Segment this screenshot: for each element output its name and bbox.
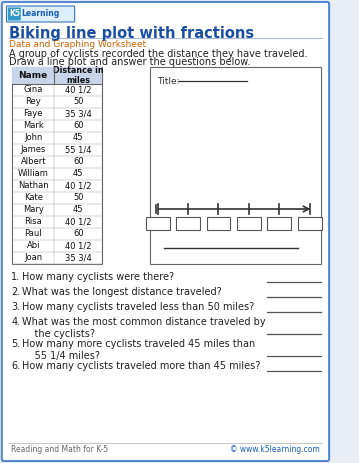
Text: Draw a line plot and answer the questions below.: Draw a line plot and answer the question… bbox=[9, 57, 251, 67]
Text: 45: 45 bbox=[73, 169, 84, 179]
Text: Joan: Joan bbox=[24, 254, 42, 263]
Text: Mark: Mark bbox=[23, 121, 43, 131]
Text: How many cyclists traveled less than 50 miles?: How many cyclists traveled less than 50 … bbox=[22, 302, 255, 312]
Text: 6.: 6. bbox=[11, 361, 20, 371]
Text: 45: 45 bbox=[73, 206, 84, 214]
Text: Abi: Abi bbox=[27, 242, 40, 250]
Text: Distance in
miles: Distance in miles bbox=[53, 66, 104, 85]
Text: Reading and Math for K-5: Reading and Math for K-5 bbox=[11, 444, 108, 453]
Text: 60: 60 bbox=[73, 121, 84, 131]
Text: What was the longest distance traveled?: What was the longest distance traveled? bbox=[22, 287, 222, 297]
Bar bbox=[146, 217, 170, 230]
Text: A group of cyclists recorded the distance they have traveled.: A group of cyclists recorded the distanc… bbox=[9, 49, 308, 59]
Text: 55 1/4: 55 1/4 bbox=[65, 145, 92, 155]
Text: John: John bbox=[24, 133, 42, 143]
Text: 40 1/2: 40 1/2 bbox=[65, 242, 92, 250]
Text: 60: 60 bbox=[73, 157, 84, 167]
Text: 35 3/4: 35 3/4 bbox=[65, 110, 92, 119]
Text: Paul: Paul bbox=[24, 230, 42, 238]
Text: 50: 50 bbox=[73, 194, 84, 202]
Text: Faye: Faye bbox=[23, 110, 43, 119]
Text: 5.: 5. bbox=[11, 339, 20, 349]
Text: Rey: Rey bbox=[25, 98, 41, 106]
Text: Learning: Learning bbox=[22, 10, 60, 19]
Text: Albert: Albert bbox=[20, 157, 46, 167]
Bar bbox=[206, 217, 230, 230]
Text: Nathan: Nathan bbox=[18, 181, 48, 190]
Text: How many more cyclists traveled 45 miles than
    55 1/4 miles?: How many more cyclists traveled 45 miles… bbox=[22, 339, 255, 361]
Text: 3.: 3. bbox=[11, 302, 20, 312]
Text: How many cyclists traveled more than 45 miles?: How many cyclists traveled more than 45 … bbox=[22, 361, 261, 371]
Bar bbox=[150, 67, 321, 264]
Text: 1.: 1. bbox=[11, 272, 20, 282]
Bar bbox=[237, 217, 261, 230]
Bar bbox=[267, 217, 292, 230]
Text: Mary: Mary bbox=[23, 206, 44, 214]
Text: Kate: Kate bbox=[24, 194, 43, 202]
Text: 35 3/4: 35 3/4 bbox=[65, 254, 92, 263]
Text: How many cyclists were there?: How many cyclists were there? bbox=[22, 272, 174, 282]
Bar bbox=[176, 217, 200, 230]
Text: William: William bbox=[18, 169, 48, 179]
Text: 4.: 4. bbox=[11, 317, 20, 327]
Text: Name: Name bbox=[19, 71, 48, 80]
Text: 40 1/2: 40 1/2 bbox=[65, 218, 92, 226]
Text: Data and Graphing Worksheet: Data and Graphing Worksheet bbox=[9, 40, 146, 49]
Text: What was the most common distance traveled by
    the cyclists?: What was the most common distance travel… bbox=[22, 317, 266, 338]
Text: 45: 45 bbox=[73, 133, 84, 143]
Text: K5: K5 bbox=[9, 10, 20, 19]
Text: James: James bbox=[20, 145, 46, 155]
Text: 60: 60 bbox=[73, 230, 84, 238]
Text: 40 1/2: 40 1/2 bbox=[65, 181, 92, 190]
Text: Gina: Gina bbox=[23, 86, 43, 94]
Bar bbox=[12, 67, 102, 84]
FancyBboxPatch shape bbox=[2, 2, 329, 461]
Text: 50: 50 bbox=[73, 98, 84, 106]
Text: 40 1/2: 40 1/2 bbox=[65, 86, 92, 94]
FancyBboxPatch shape bbox=[8, 7, 21, 20]
Text: © www.k5learning.com: © www.k5learning.com bbox=[230, 444, 320, 453]
Bar bbox=[12, 67, 102, 264]
Text: Risa: Risa bbox=[24, 218, 42, 226]
Text: Title:: Title: bbox=[157, 76, 179, 86]
Text: 2.: 2. bbox=[11, 287, 20, 297]
FancyBboxPatch shape bbox=[6, 6, 75, 22]
Bar bbox=[298, 217, 322, 230]
Text: Biking line plot with fractions: Biking line plot with fractions bbox=[9, 26, 254, 41]
